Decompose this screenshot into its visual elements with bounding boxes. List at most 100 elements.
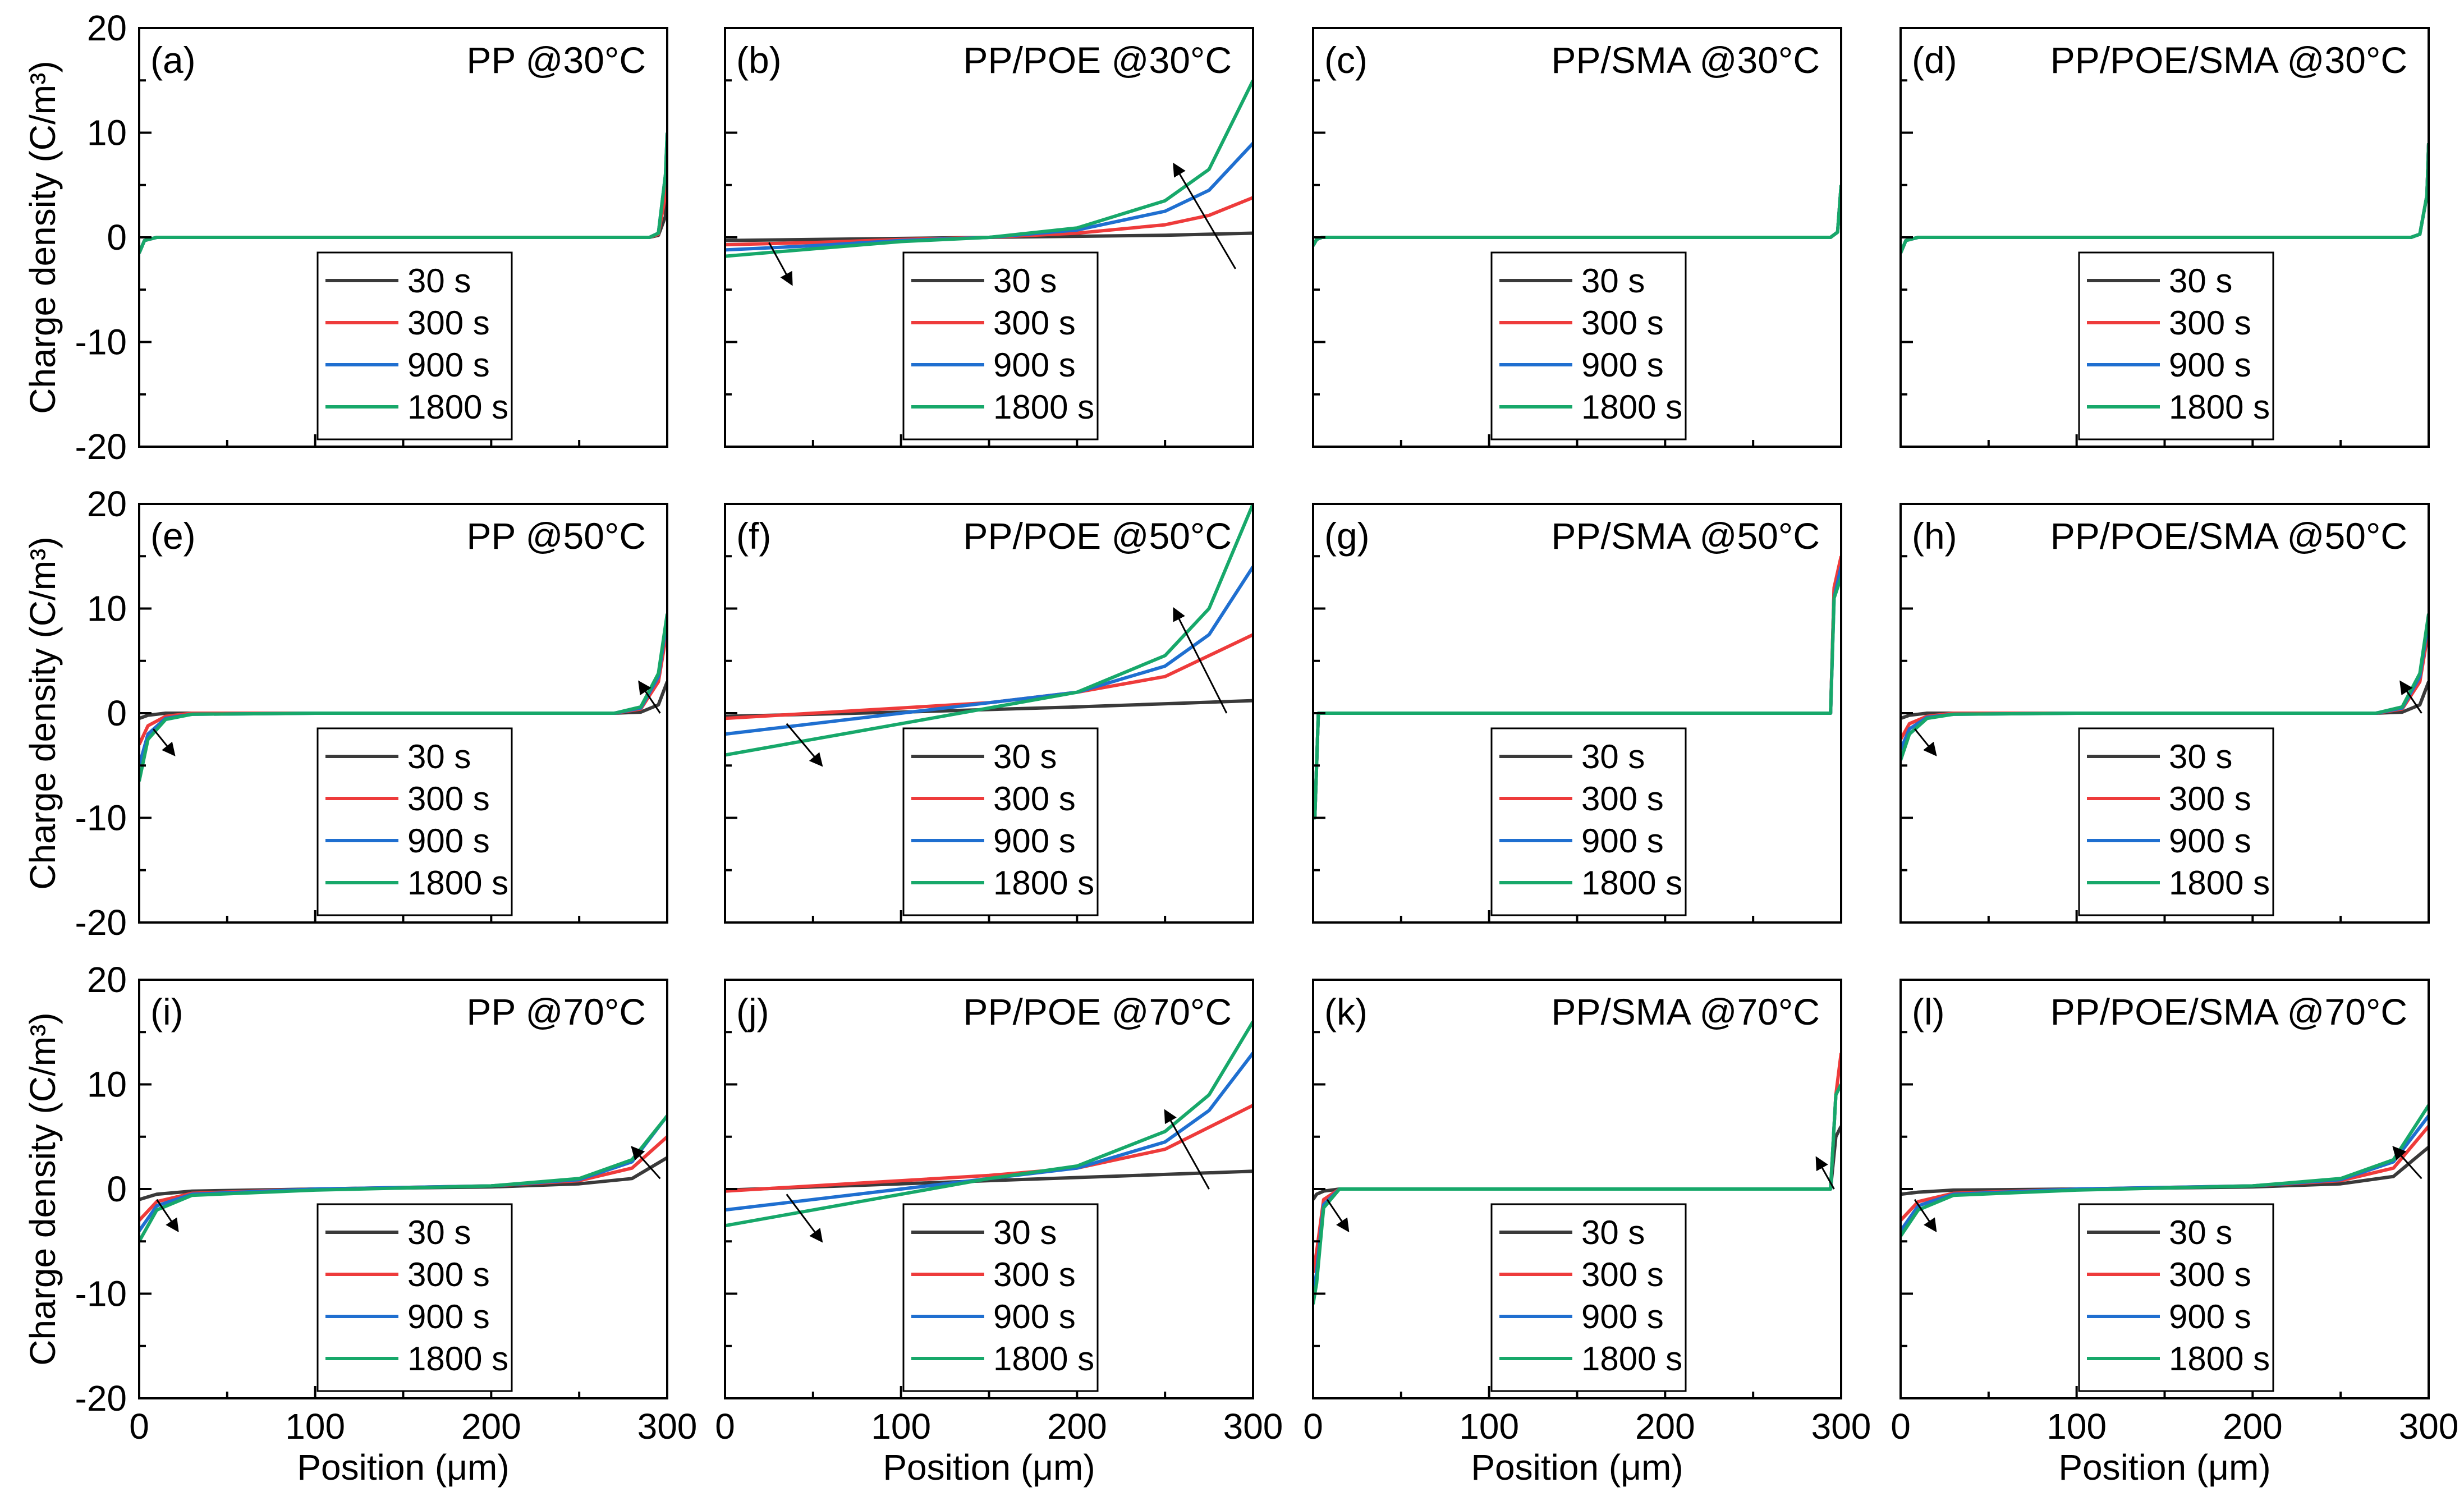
legend-label: 30 s — [407, 738, 471, 775]
panel-b: (b) PP/POE @30°C 30 s 300 s 900 s 1800 s — [724, 27, 1254, 448]
x-tick-label: 0 — [1303, 1406, 1323, 1447]
legend-label: 30 s — [1581, 1214, 1645, 1251]
x-tick-label: 300 — [1811, 1406, 1871, 1447]
trend-arrow — [1164, 1109, 1210, 1190]
legend-label: 30 s — [407, 1214, 471, 1251]
x-axis-title: Position (μm) — [883, 1447, 1095, 1488]
panel-title: PP/SMA @50°C — [1551, 515, 1820, 557]
legend: 30 s 300 s 900 s 1800 s — [1490, 727, 1687, 916]
legend-label: 900 s — [2169, 346, 2251, 384]
panel-title: PP @30°C — [466, 39, 646, 81]
x-axis-title: Position (μm) — [2058, 1447, 2270, 1488]
trend-arrow — [1815, 1156, 1835, 1190]
trend-arrow — [631, 1146, 661, 1179]
panel-tag: (d) — [1912, 39, 1957, 81]
legend-label: 30 s — [993, 262, 1057, 300]
legend-label: 300 s — [407, 780, 490, 818]
panel-a: -20 -10 0 10 20 (a) PP @30°C 30 s 300 s 900 s 1800… — [22, 8, 668, 467]
y-tick-label: 10 — [87, 113, 127, 153]
panel-f: (f) PP/POE @50°C 30 s 300 s 900 s 1800 s — [724, 503, 1254, 924]
panel-title: PP/POE/SMA @70°C — [2050, 991, 2407, 1032]
legend-label: 30 s — [993, 738, 1057, 775]
series-line-1800s — [1901, 143, 2429, 254]
panel-c: (c) PP/SMA @30°C 30 s 300 s 900 s 1800 s — [1312, 27, 1842, 448]
legend-label: 300 s — [2169, 1256, 2251, 1293]
legend-label: 30 s — [2169, 1214, 2232, 1251]
y-tick-label: -10 — [75, 322, 127, 362]
panel-tag: (a) — [150, 39, 196, 81]
trend-arrow — [786, 723, 823, 767]
legend-label: 30 s — [2169, 738, 2232, 775]
legend-label: 1800 s — [1581, 1340, 1682, 1378]
legend: 30 s 300 s 900 s 1800 s — [1490, 1203, 1687, 1392]
y-tick-label: -10 — [75, 798, 127, 838]
legend-label: 1800 s — [407, 388, 508, 426]
legend: 30 s 300 s 900 s 1800 s — [1490, 251, 1687, 440]
series-line-1800s — [1313, 185, 1841, 247]
legend-label: 1800 s — [2169, 864, 2270, 902]
panel-title: PP/POE @30°C — [963, 39, 1232, 81]
series-line-30s — [139, 174, 667, 254]
panel-tag: (c) — [1324, 39, 1368, 81]
legend-label: 30 s — [407, 262, 471, 300]
legend: 30 s 300 s 900 s 1800 s — [2078, 251, 2274, 440]
series-line-900s — [139, 132, 667, 254]
legend: 30 s 300 s 900 s 1800 s — [316, 727, 513, 916]
legend: 30 s 300 s 900 s 1800 s — [902, 251, 1099, 440]
legend: 30 s 300 s 900 s 1800 s — [902, 727, 1099, 916]
y-axis-title: Charge density (C/m³) — [22, 61, 63, 414]
panel-title: PP/POE @50°C — [963, 515, 1232, 557]
series-line-1800s — [1901, 1104, 2429, 1237]
x-tick-label: 0 — [715, 1406, 735, 1447]
legend-label: 900 s — [993, 346, 1076, 384]
legend-label: 1800 s — [2169, 1340, 2270, 1378]
trend-arrow — [2399, 680, 2422, 714]
x-tick-label: 200 — [461, 1406, 521, 1447]
panel-tag: (f) — [736, 515, 771, 557]
legend-label: 300 s — [993, 780, 1076, 818]
legend-label: 300 s — [2169, 304, 2251, 342]
x-tick-label: 200 — [2223, 1406, 2283, 1447]
trend-arrow — [768, 242, 793, 286]
panel-k: 0 100 200 300 (k) PP/SMA @70°C 30 s 300 s 900 s 1… — [1303, 979, 1871, 1488]
legend: 30 s 300 s 900 s 1800 s — [2078, 1203, 2274, 1392]
panel-title: PP/SMA @30°C — [1551, 39, 1820, 81]
series-line-300s — [139, 164, 667, 254]
y-tick-label: -20 — [75, 1378, 127, 1419]
y-tick-label: 10 — [87, 589, 127, 629]
trend-arrow — [638, 680, 661, 714]
legend-label: 900 s — [407, 346, 490, 384]
panel-tag: (i) — [150, 991, 183, 1032]
legend-label: 30 s — [1581, 262, 1645, 300]
legend-label: 300 s — [993, 1256, 1076, 1293]
trend-arrow — [1914, 1199, 1937, 1233]
legend-label: 300 s — [2169, 780, 2251, 818]
legend-label: 900 s — [2169, 822, 2251, 860]
series-line-300s — [725, 1104, 1253, 1193]
legend-label: 300 s — [1581, 780, 1664, 818]
series-line-900s — [725, 566, 1253, 736]
legend-label: 1800 s — [2169, 388, 2270, 426]
legend: 30 s 300 s 900 s 1800 s — [902, 1203, 1099, 1392]
x-tick-label: 300 — [637, 1406, 698, 1447]
x-tick-label: 200 — [1047, 1406, 1107, 1447]
panel-j: 0 100 200 300 (j) PP/POE @70°C 30 s 300 s 900 s 1… — [715, 979, 1283, 1488]
legend-label: 1800 s — [407, 1340, 508, 1378]
panel-h: (h) PP/POE/SMA @50°C 30 s 300 s 900 s 1800 s — [1899, 503, 2430, 924]
y-tick-label: -20 — [75, 426, 127, 467]
legend-label: 300 s — [1581, 1256, 1664, 1293]
panel-title: PP/SMA @70°C — [1551, 991, 1820, 1032]
series-line-300s — [1901, 629, 2429, 741]
y-axis-title: Charge density (C/m³) — [22, 1012, 63, 1366]
series-line-1800s — [725, 504, 1253, 757]
legend-label: 30 s — [993, 1214, 1057, 1251]
trend-arrow — [786, 1194, 823, 1243]
trend-arrow — [1326, 1199, 1350, 1233]
trend-arrow — [152, 728, 176, 756]
panel-title: PP @70°C — [466, 991, 646, 1032]
x-tick-label: 200 — [1635, 1406, 1695, 1447]
trend-arrow — [1173, 607, 1228, 714]
x-tick-label: 100 — [2047, 1406, 2107, 1447]
